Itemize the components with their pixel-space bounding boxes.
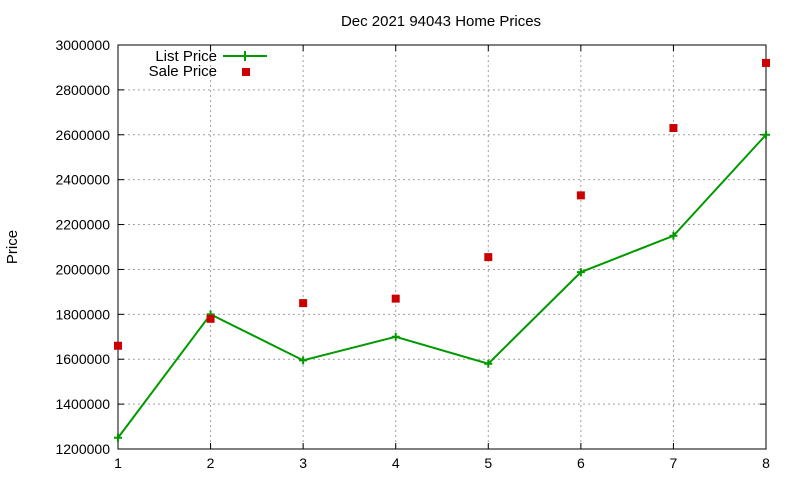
sale-price-point — [206, 314, 215, 323]
sale-price-point — [391, 294, 400, 303]
y-tick-label: 2600000 — [55, 127, 110, 143]
y-tick-label: 1600000 — [55, 351, 110, 367]
x-tick-label: 5 — [484, 455, 492, 471]
list-price-point — [484, 359, 493, 368]
x-tick-label: 6 — [577, 455, 585, 471]
sale-price-point — [762, 58, 770, 67]
y-tick-label: 2200000 — [55, 217, 110, 233]
x-tick-label: 2 — [207, 455, 215, 471]
x-tick-label: 3 — [299, 455, 307, 471]
y-tick-label: 2400000 — [55, 172, 110, 188]
legend-marker-list-price — [240, 51, 250, 61]
sale-price-point — [114, 341, 122, 350]
list-price-point — [299, 356, 308, 365]
x-tick-label: 1 — [114, 455, 122, 471]
x-tick-label: 4 — [392, 455, 400, 471]
x-tick-label: 8 — [762, 455, 770, 471]
legend-label-sale-price: Sale Price — [149, 63, 217, 80]
list-price-point — [391, 332, 400, 341]
list-price-point — [669, 231, 678, 240]
y-tick-label: 1400000 — [55, 396, 110, 412]
y-tick-label: 2800000 — [55, 82, 110, 98]
list-price-point — [762, 130, 770, 139]
grid — [118, 45, 766, 449]
sale-price-point — [576, 191, 585, 200]
chart-title: Dec 2021 94043 Home Prices — [341, 13, 541, 30]
plot-frame — [117, 44, 767, 450]
list-price-point — [114, 433, 122, 442]
y-tick-label: 1200000 — [55, 441, 110, 457]
y-axis-label: Price — [4, 230, 21, 264]
sale-price-point — [669, 124, 678, 133]
legend: List Price Sale Price — [149, 48, 267, 80]
y-tick-label: 3000000 — [55, 37, 110, 53]
sale-price-point — [299, 299, 308, 308]
axis-ticks: 1200000 1400000 1600000 1800000 2000000 22000… — [55, 37, 770, 471]
series — [114, 58, 770, 442]
y-tick-label: 2000000 — [55, 261, 110, 277]
list-price-line — [117, 134, 767, 439]
sale-price-point — [484, 253, 493, 262]
x-tick-label: 7 — [670, 455, 678, 471]
list-price-point — [576, 268, 585, 277]
legend-label-list-price: List Price — [155, 48, 217, 65]
legend-marker-sale-price — [242, 68, 250, 76]
y-tick-label: 1800000 — [55, 306, 110, 322]
